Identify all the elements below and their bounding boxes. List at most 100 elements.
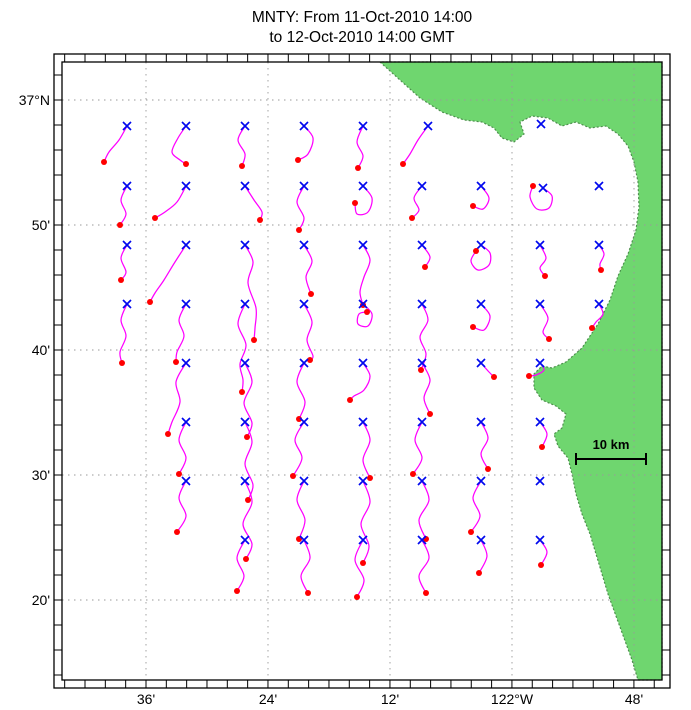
drifter-trajectory xyxy=(539,244,547,277)
x-tick-label: 24' xyxy=(259,691,277,707)
start-position-x-marker xyxy=(358,476,368,486)
start-position-x-marker xyxy=(476,358,486,368)
end-position-dot xyxy=(117,222,123,228)
end-position-dot xyxy=(147,299,153,305)
start-position-x-marker xyxy=(240,181,250,191)
start-position-x-marker xyxy=(417,358,427,368)
x-tick-label: 36' xyxy=(137,691,155,707)
start-position-x-marker xyxy=(417,476,427,486)
end-position-dot xyxy=(119,360,125,366)
start-position-x-marker xyxy=(535,299,545,309)
y-tick-label: 37°N xyxy=(19,92,50,108)
start-position-x-marker xyxy=(240,476,250,486)
start-position-x-marker xyxy=(122,121,132,131)
start-position-x-marker xyxy=(476,417,486,427)
drifter-trajectory xyxy=(418,539,430,594)
end-position-dot xyxy=(257,217,263,223)
end-position-dot xyxy=(245,497,251,503)
start-position-x-marker xyxy=(535,476,545,486)
drifter-trajectory xyxy=(244,421,254,501)
drifter-trajectory xyxy=(237,125,246,167)
start-position-x-marker xyxy=(535,535,545,545)
drifter-trajectory xyxy=(303,303,314,361)
drifter-trajectory xyxy=(296,480,306,540)
start-position-x-marker xyxy=(299,299,309,309)
drifter-trajectory xyxy=(598,244,605,271)
start-position-x-marker xyxy=(358,240,368,250)
drifter-trajectory xyxy=(478,539,488,574)
end-position-dot xyxy=(539,444,545,450)
start-position-x-marker xyxy=(299,476,309,486)
drifter-trajectory xyxy=(178,421,187,475)
end-position-dot xyxy=(470,324,476,330)
drifter-trajectory xyxy=(120,244,128,281)
drifter-trajectory xyxy=(402,125,429,165)
start-position-x-marker xyxy=(358,121,368,131)
end-position-dot xyxy=(526,373,532,379)
drifter-trajectory xyxy=(359,244,371,306)
end-position-dot xyxy=(410,471,416,477)
start-position-x-marker xyxy=(240,121,250,131)
end-position-dot xyxy=(295,157,301,163)
start-position-x-marker xyxy=(299,358,309,368)
start-position-x-marker xyxy=(423,121,433,131)
graticule-layer xyxy=(62,62,662,680)
start-position-x-marker xyxy=(181,121,191,131)
start-position-x-marker xyxy=(476,240,486,250)
start-position-x-marker xyxy=(358,299,368,309)
start-position-x-marker xyxy=(358,181,368,191)
end-position-dot xyxy=(598,267,604,273)
drifter-trajectory xyxy=(300,539,311,594)
drifter-trajectory xyxy=(472,185,490,210)
end-position-dot xyxy=(251,337,257,343)
scale-bar: 10 km xyxy=(575,437,647,465)
end-position-dot xyxy=(530,183,536,189)
start-position-x-marker xyxy=(240,240,250,250)
y-tick-label: 40' xyxy=(32,342,50,358)
drifter-trajectory xyxy=(421,362,431,415)
end-position-dot xyxy=(485,466,491,472)
drifter-trajectory xyxy=(119,303,128,364)
end-position-dot xyxy=(173,359,179,365)
x-tick-label: 12' xyxy=(381,691,399,707)
end-position-dot xyxy=(589,325,595,331)
drifter-trajectory xyxy=(171,125,187,165)
start-position-x-marker xyxy=(594,240,604,250)
start-position-x-marker xyxy=(417,240,427,250)
end-position-dot xyxy=(118,277,124,283)
drifter-trajectory xyxy=(243,362,253,438)
end-position-dot xyxy=(290,473,296,479)
end-position-dot xyxy=(364,309,370,315)
drifter-trajectory xyxy=(244,185,263,221)
drifter-trajectory xyxy=(356,303,373,328)
drifter-trajectory xyxy=(297,125,314,161)
trajectories-layer xyxy=(103,125,605,598)
drifter-trajectory xyxy=(119,185,128,226)
start-position-x-marker xyxy=(476,476,486,486)
drifter-trajectory xyxy=(539,303,550,340)
y-tick-label: 50' xyxy=(32,217,50,233)
frame-outer xyxy=(53,53,671,689)
start-position-x-marker xyxy=(181,358,191,368)
drifter-trajectory xyxy=(303,244,313,295)
figure-title-line1: MNTY: From 11-Oct-2010 14:00 xyxy=(252,9,473,26)
start-position-x-marker xyxy=(299,535,309,545)
end-position-dot xyxy=(354,594,360,600)
start-position-x-marker xyxy=(594,181,604,191)
end-position-dot xyxy=(174,529,180,535)
end-position-dot xyxy=(307,357,313,363)
end-position-dot xyxy=(538,562,544,568)
start-position-x-marker xyxy=(299,181,309,191)
drifter-trajectory xyxy=(176,480,187,533)
drifter-trajectory xyxy=(292,421,305,477)
drifter-trajectory xyxy=(354,539,365,598)
start-position-x-marker xyxy=(594,299,604,309)
drifter-trajectory xyxy=(356,125,364,169)
y-tick-label: 30' xyxy=(32,467,50,483)
start-position-x-marker xyxy=(358,417,368,427)
start-position-x-marker xyxy=(358,358,368,368)
drifter-trajectory xyxy=(480,421,489,470)
drifter-trajectory xyxy=(529,185,553,211)
start-position-x-marker xyxy=(240,417,250,427)
